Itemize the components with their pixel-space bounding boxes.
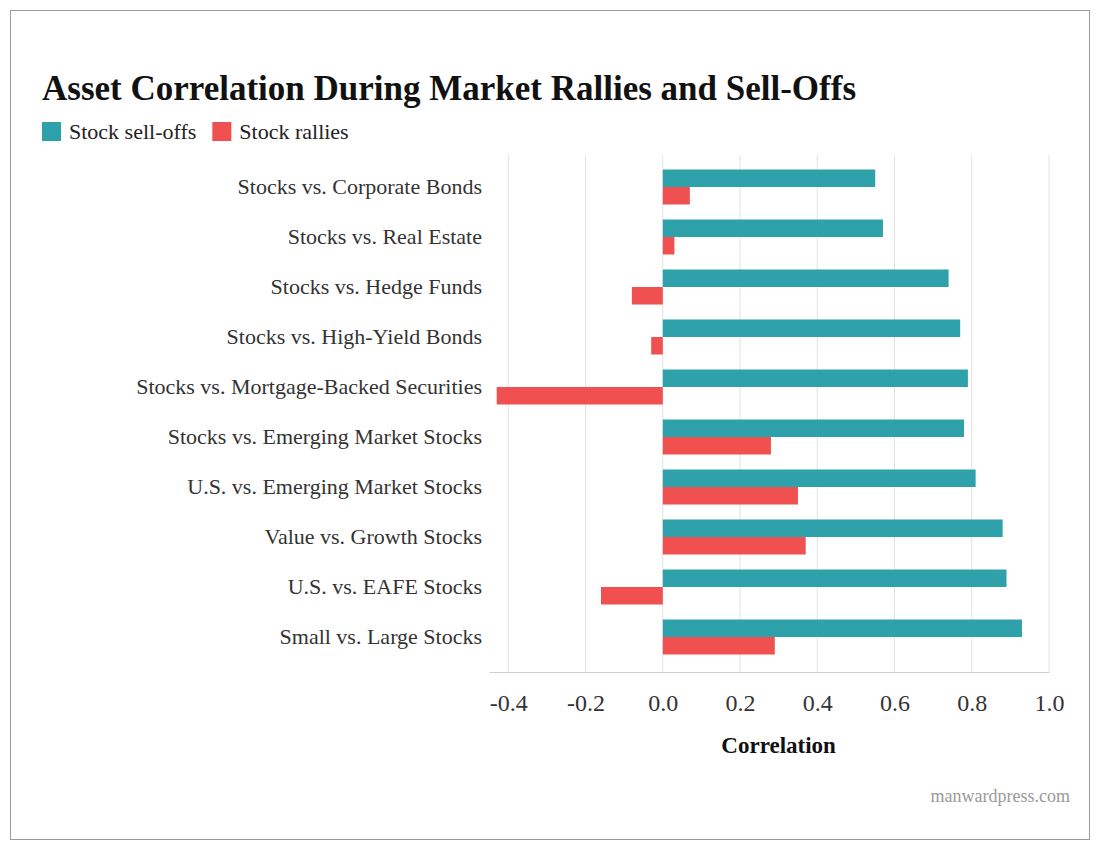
bar [663,170,875,188]
bar [663,187,690,205]
bar [663,470,976,488]
y-tick: Stocks vs. Real Estate [288,224,489,249]
x-tick-label: 0.6 [880,690,910,716]
category-label: U.S. vs. Emerging Market Stocks [187,474,482,499]
bar [663,420,964,438]
bar-series [663,170,1022,638]
bar [632,287,663,305]
x-axis: -0.4 -0.2 0.0 0.2 0.4 0.6 0.8 1.0 [490,672,1065,716]
chart: -0.4 -0.2 0.0 0.2 0.4 0.6 0.8 1.0 Stocks vs. Cor… [0,0,1100,851]
x-tick-label: 0.8 [957,690,987,716]
x-tick-label: -0.4 [490,690,528,716]
bar [651,337,663,355]
y-tick: Value vs. Growth Stocks [264,524,489,549]
x-tick-label: 0.2 [726,690,756,716]
grid-line [971,155,972,672]
x-tick-label: 1.0 [1035,690,1065,716]
bar-series [497,187,806,655]
grid [508,155,1049,672]
grid-line [585,155,586,672]
bar [497,387,663,405]
bar [663,437,771,455]
grid-line [1049,155,1050,672]
source: manwardpress.com [931,786,1070,806]
x-tick: 0.2 [726,672,756,716]
x-tick: 0.8 [957,672,987,716]
legend-swatch [42,122,61,141]
bar [663,270,949,288]
bars [497,170,1022,655]
bar [663,520,1003,538]
bar [663,620,1022,638]
category-label: Stocks vs. Real Estate [288,224,482,249]
y-tick: Stocks vs. Hedge Funds [271,274,489,299]
y-tick: U.S. vs. Emerging Market Stocks [187,474,489,499]
y-tick: U.S. vs. EAFE Stocks [288,574,489,599]
legend-label: Stock sell-offs [69,119,196,144]
bar [663,537,806,555]
x-tick: 0.6 [880,672,910,716]
axis-line [490,672,1050,673]
y-tick: Stocks vs. Corporate Bonds [238,174,489,199]
category-label: Stocks vs. Mortgage-Backed Securities [136,374,482,399]
x-tick: -0.4 [490,672,528,716]
bar [663,220,883,238]
x-axis-title: Correlation [721,733,836,758]
bar [601,587,663,605]
bar [663,370,968,388]
category-label: Small vs. Large Stocks [280,624,482,649]
bar [663,487,798,505]
category-label: Value vs. Growth Stocks [264,524,482,549]
x-tick: -0.2 [567,672,605,716]
bar [663,237,675,255]
x-tick-label: 0.4 [803,690,833,716]
x-tick-label: -0.2 [567,690,605,716]
x-tick: 0.4 [803,672,833,716]
category-label: Stocks vs. Corporate Bonds [238,174,482,199]
y-axis: Stocks vs. Corporate Bonds Stocks vs. Rea… [136,174,489,649]
y-tick: Stocks vs. Mortgage-Backed Securities [136,374,489,399]
y-tick: Stocks vs. High-Yield Bonds [227,324,489,349]
grid-line [894,155,895,672]
legend-label: Stock rallies [239,119,348,144]
bar [663,570,1007,588]
category-label: U.S. vs. EAFE Stocks [288,574,482,599]
legend: Stock sell-offs Stock rallies [42,119,349,144]
x-tick: 1.0 [1035,672,1065,716]
bar [663,637,775,655]
category-label: Stocks vs. Emerging Market Stocks [168,424,482,449]
grid-line [508,155,509,672]
category-label: Stocks vs. High-Yield Bonds [227,324,482,349]
x-tick-label: 0.0 [648,690,678,716]
x-tick: 0.0 [648,672,678,716]
y-tick: Small vs. Large Stocks [280,624,489,649]
y-tick: Stocks vs. Emerging Market Stocks [168,424,489,449]
frame [11,11,1090,840]
legend-swatch [212,122,231,141]
title: Asset Correlation During Market Rallies … [42,69,856,108]
bar [663,320,960,338]
category-label: Stocks vs. Hedge Funds [271,274,482,299]
